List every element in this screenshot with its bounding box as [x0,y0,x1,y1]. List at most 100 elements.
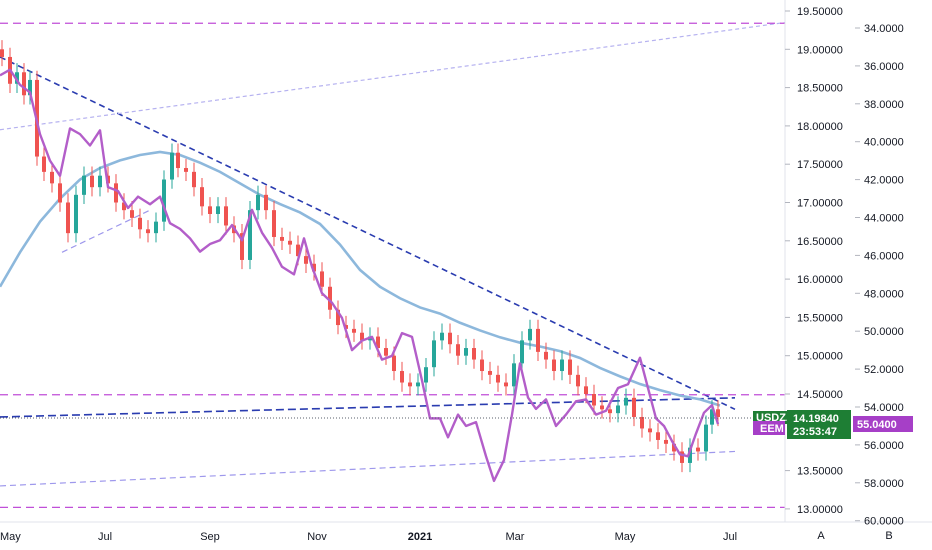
x-tick-label: 2021 [408,531,432,543]
candle-body [680,451,684,463]
candle-body [576,374,580,387]
candle-body [512,363,516,387]
left-axis-ticks: 19.50000 19.00000 18.50000 18.00000 17.50000… [785,6,843,516]
candle-body [42,156,46,172]
right-tick-label: 38.0000 [864,99,904,111]
candle-body [0,49,4,57]
countdown-timer: 23:53:47 [793,426,837,438]
candle-body [710,409,714,425]
x-axis-ticks: May Jul Sep Nov 2021 Mar May Jul [0,531,737,543]
x-tick-label: Nov [307,531,327,543]
candle-body [328,286,332,310]
candle-body [130,210,134,218]
candle-body [264,194,268,211]
right-tick-label: 34.0000 [864,23,904,35]
candle-body [248,210,252,260]
candle-body [240,233,244,260]
candle-body [384,348,388,356]
candle-body [192,171,196,188]
left-tick-label: 18.00000 [797,121,843,133]
x-tick-label: Jul [98,531,112,543]
moving-average-line [0,150,721,407]
candle-body [154,221,158,234]
candle-body [146,229,150,234]
candle-body [440,332,444,341]
candle-body [90,175,94,188]
candle-body [424,367,428,383]
candle-body [208,206,212,214]
candle-body [28,79,32,96]
candle-body [200,187,204,207]
candle-body [496,374,500,383]
candle-body [352,328,356,333]
eem-line-layer [0,68,720,483]
candle-body [608,409,612,414]
right-tick-label: 54.0000 [864,402,904,414]
channel-lower-line [0,450,736,487]
right-tick-label: 60.0000 [864,516,904,528]
candle-body [600,405,604,410]
candle-body [122,202,126,211]
candle-body [408,382,412,387]
candle-body [288,240,292,245]
candle-body [22,72,26,96]
left-tick-label: 13.50000 [797,466,843,478]
eem-price-box: 55.0400 [853,416,913,432]
x-tick-label: May [0,531,21,543]
left-tick-label: 17.50000 [797,159,843,171]
candle-body [296,244,300,257]
right-tick-label: 36.0000 [864,61,904,73]
candle-body [592,394,596,406]
candle-body [416,382,420,387]
candle-body [50,171,54,184]
candle-body [98,175,102,188]
x-tick-label: Sep [200,531,220,543]
candle-body [552,359,556,372]
right-tick-label: 50.0000 [864,326,904,338]
candle-body [480,359,484,372]
candle-body [632,397,636,417]
candle-body [432,340,436,368]
candle-body [360,332,364,341]
candle-body [320,271,324,287]
candle-body [648,428,652,433]
candle-body [560,359,564,372]
eem-symbol-tag: EEM [753,421,785,435]
left-tick-label: 15.50000 [797,312,843,324]
right-tick-label: 58.0000 [864,478,904,490]
right-tick-label: 52.0000 [864,364,904,376]
candle-body [66,202,70,234]
candle-body [488,371,492,375]
candle-body [544,351,548,360]
candle-body [472,348,476,360]
left-tick-label: 17.00000 [797,198,843,210]
left-tick-label: 16.00000 [797,274,843,286]
candle-body [138,217,142,230]
candle-body [664,439,668,444]
candle-body [272,210,276,237]
right-tick-label: 56.0000 [864,440,904,452]
candle-body [536,328,540,352]
left-tick-label: 13.00000 [797,504,843,516]
left-tick-label: 19.50000 [797,6,843,18]
eem-line [0,68,720,483]
candle-body [400,371,404,383]
candle-body [312,263,316,272]
candle-body [448,332,452,345]
candle-body [176,152,180,169]
eem-lower-line [61,209,151,253]
candle-body [15,72,19,84]
left-tick-label: 14.50000 [797,389,843,401]
candle-body [456,344,460,356]
candle-body [464,348,468,356]
candle-body [82,175,86,195]
candle-body [504,382,508,387]
axis-mode-a-button[interactable]: A [817,530,825,542]
right-tick-label: 42.0000 [864,175,904,187]
x-tick-label: May [615,531,636,543]
left-tick-label: 15.00000 [797,351,843,363]
x-tick-label: Mar [506,531,525,543]
candle-body [528,328,532,341]
axis-mode-b-button[interactable]: B [885,530,893,542]
